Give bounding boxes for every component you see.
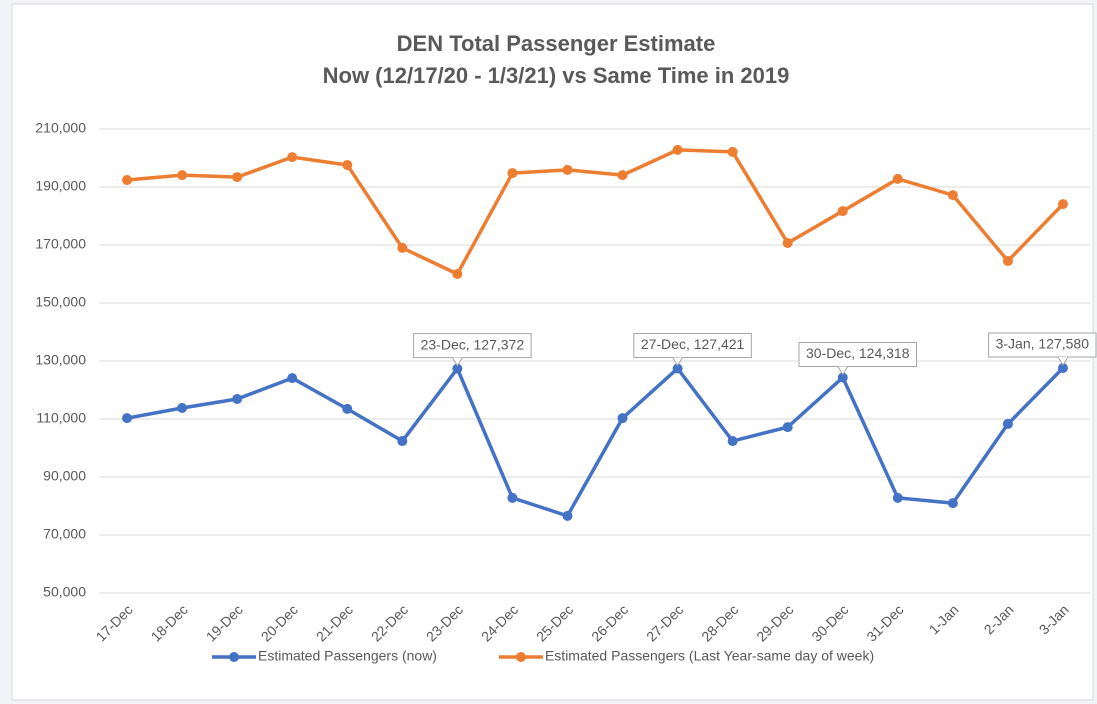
data-point bbox=[1057, 363, 1068, 374]
data-label-box bbox=[633, 332, 752, 358]
series-line bbox=[126, 366, 1065, 518]
data-point bbox=[892, 492, 903, 503]
data-point bbox=[122, 413, 133, 424]
data-point bbox=[342, 403, 353, 414]
data-point bbox=[727, 436, 738, 447]
data-point bbox=[177, 402, 188, 413]
data-point bbox=[672, 144, 683, 155]
data-point bbox=[837, 206, 848, 217]
data-label-text: 27-Dec, 127,421 bbox=[641, 336, 745, 352]
data-point bbox=[672, 363, 683, 374]
data-point bbox=[892, 173, 903, 184]
data-label-box bbox=[988, 332, 1097, 358]
data-point bbox=[452, 363, 463, 374]
data-point bbox=[287, 373, 298, 384]
data-point bbox=[177, 170, 188, 181]
data-point bbox=[947, 498, 958, 509]
y-tick-label: 130,000 bbox=[35, 352, 86, 368]
data-point bbox=[287, 152, 298, 163]
legend-label: Estimated Passengers (now) bbox=[258, 648, 437, 664]
y-tick-label: 110,000 bbox=[36, 410, 86, 426]
data-label: 30-Dec, 124,318 bbox=[798, 341, 918, 376]
data-point bbox=[562, 164, 573, 175]
data-label-pointer bbox=[837, 366, 849, 376]
data-label: 27-Dec, 127,421 bbox=[633, 332, 752, 367]
legend-label: Estimated Passengers (Last Year-same day… bbox=[545, 648, 874, 664]
data-point bbox=[397, 242, 408, 253]
y-tick-label: 190,000 bbox=[35, 178, 86, 194]
data-point bbox=[562, 510, 573, 521]
data-point bbox=[727, 146, 738, 157]
data-label-box bbox=[413, 333, 532, 359]
y-tick-label: 170,000 bbox=[35, 236, 86, 252]
data-point bbox=[617, 413, 628, 424]
data-point bbox=[782, 237, 793, 248]
y-tick-label: 210,000 bbox=[35, 120, 86, 136]
data-point bbox=[1002, 255, 1013, 266]
data-point bbox=[342, 159, 353, 170]
chart-title: DEN Total Passenger Estimate bbox=[397, 31, 716, 56]
data-label-pointer bbox=[451, 357, 463, 367]
data-point bbox=[232, 393, 243, 404]
data-point bbox=[507, 168, 518, 179]
legend-marker bbox=[515, 652, 526, 662]
data-label-text: 30-Dec, 124,318 bbox=[806, 345, 910, 361]
data-label-box bbox=[798, 341, 918, 367]
data-label-pointer bbox=[1057, 356, 1069, 366]
data-point bbox=[617, 170, 628, 181]
y-tick-label: 50,000 bbox=[43, 584, 86, 600]
data-point bbox=[452, 269, 463, 279]
chart-subtitle: Now (12/17/20 - 1/3/21) vs Same Time in … bbox=[323, 63, 790, 88]
data-label-pointer bbox=[672, 357, 684, 367]
data-point bbox=[232, 172, 243, 183]
data-point bbox=[947, 190, 958, 201]
y-tick-label: 90,000 bbox=[43, 468, 86, 484]
data-point bbox=[507, 492, 518, 503]
series-line bbox=[126, 148, 1065, 276]
legend-marker bbox=[229, 652, 239, 662]
data-label-text: 23-Dec, 127,372 bbox=[421, 336, 525, 352]
y-tick-label: 70,000 bbox=[43, 526, 86, 542]
data-label-text: 3-Jan, 127,580 bbox=[996, 336, 1090, 352]
data-point bbox=[397, 436, 408, 447]
data-label: 23-Dec, 127,372 bbox=[413, 333, 532, 367]
chart-area bbox=[11, 3, 1094, 701]
data-point bbox=[1002, 418, 1013, 429]
y-tick-label: 150,000 bbox=[35, 294, 86, 310]
data-label: 3-Jan, 127,580 bbox=[988, 332, 1097, 366]
data-point bbox=[782, 422, 793, 433]
data-point bbox=[1057, 199, 1068, 210]
data-point bbox=[122, 175, 133, 186]
data-point bbox=[837, 372, 848, 383]
